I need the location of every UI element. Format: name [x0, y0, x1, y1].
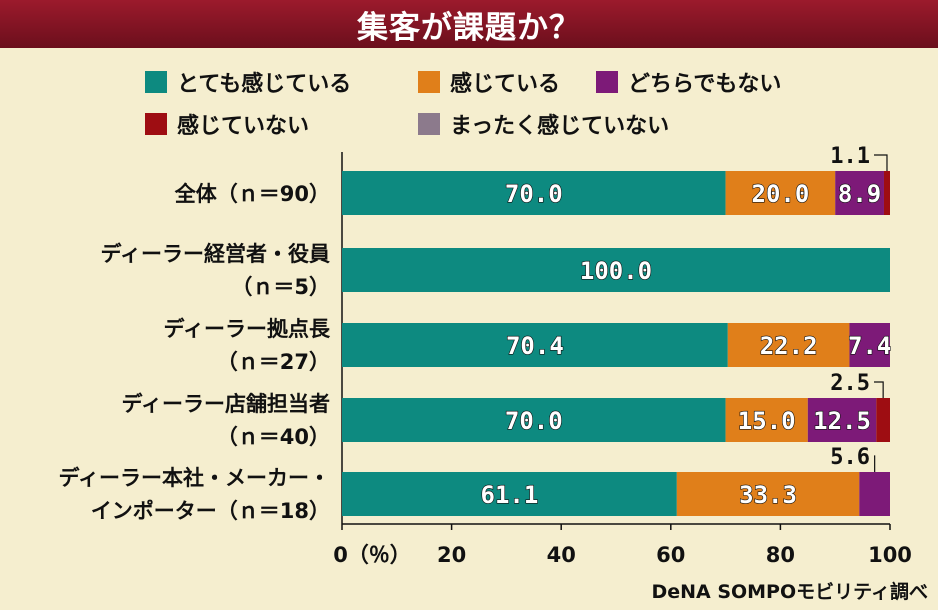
bar-segment: [342, 248, 890, 292]
category-label: ディーラー拠点長: [163, 317, 331, 341]
x-tick-label: 0（％）: [333, 543, 411, 567]
bar-segment: [849, 323, 890, 367]
title-bar: 集客が課題か？: [0, 0, 938, 48]
bar-segment: [342, 171, 726, 215]
legend-label: どちらでもない: [628, 72, 782, 97]
legend-label: 感じている: [450, 72, 561, 97]
legend-swatch: [418, 71, 440, 93]
bar-segment: [342, 398, 726, 442]
callout-leader: [874, 154, 888, 171]
legend-item-feel: 感じている: [418, 66, 560, 98]
legend-swatch: [596, 71, 618, 93]
data-label: 15.0: [738, 407, 796, 435]
bar-segment: [876, 398, 890, 442]
x-tick-label: 60: [656, 543, 685, 567]
bar-segment: [859, 472, 890, 516]
chart-title: 集客が課題か？: [357, 9, 581, 46]
source-credit: DeNA SOMPOモビリティ調べ: [651, 581, 928, 603]
x-tick-label: 80: [766, 543, 795, 567]
bar-segment: [883, 171, 890, 215]
legend-label: 感じていない: [177, 114, 310, 139]
legend-item-not-at-all: まったく感じていない: [418, 108, 669, 140]
bar-segment: [725, 171, 836, 215]
legend-swatch: [145, 71, 167, 93]
category-label: ディーラー本社・メーカー・: [58, 466, 330, 490]
bar-segment: [727, 323, 850, 367]
legend-label: まったく感じていない: [450, 114, 670, 139]
category-label: ディーラー経営者・役員: [100, 242, 330, 266]
data-label: 8.9: [838, 180, 881, 208]
category-label: （ｎ＝40）: [217, 425, 330, 449]
callout-leader: [874, 455, 876, 472]
category-label: 全体（ｎ＝90）: [174, 182, 330, 206]
data-label: 20.0: [752, 180, 810, 208]
legend-swatch: [145, 113, 167, 135]
data-label: 12.5: [813, 407, 871, 435]
data-label: 2.5: [830, 371, 870, 396]
data-label: 22.2: [760, 332, 818, 360]
data-label: 70.4: [506, 332, 564, 360]
legend-item-neither: どちらでもない: [596, 66, 781, 98]
data-label: 70.0: [505, 180, 563, 208]
x-tick-label: 100: [868, 543, 912, 567]
bar-segment: [725, 398, 808, 442]
category-label: （ｎ＝27）: [217, 350, 330, 374]
category-label: （ｎ＝5）: [231, 275, 330, 299]
data-label: 33.3: [739, 481, 797, 509]
data-label: 1.1: [830, 144, 870, 169]
bar-segment: [676, 472, 860, 516]
x-tick-label: 40: [547, 543, 576, 567]
data-label: 5.6: [830, 445, 870, 470]
legend-label: とても感じている: [177, 72, 352, 97]
data-label: 61.1: [481, 481, 539, 509]
x-tick-label: 20: [437, 543, 466, 567]
category-label: インポーター（ｎ＝18）: [91, 499, 330, 523]
data-label: 70.0: [505, 407, 563, 435]
legend-item-strongly-feel: とても感じている: [145, 66, 351, 98]
bar-segment: [342, 472, 677, 516]
callout-leader: [874, 381, 884, 398]
data-label: 100.0: [580, 257, 652, 285]
bar-segment: [807, 398, 877, 442]
legend-swatch: [418, 113, 440, 135]
bar-segment: [835, 171, 884, 215]
data-label: 7.4: [848, 332, 891, 360]
category-label: ディーラー店舗担当者: [121, 392, 330, 416]
legend-item-not-feel: 感じていない: [145, 108, 309, 140]
bar-segment: [342, 323, 728, 367]
